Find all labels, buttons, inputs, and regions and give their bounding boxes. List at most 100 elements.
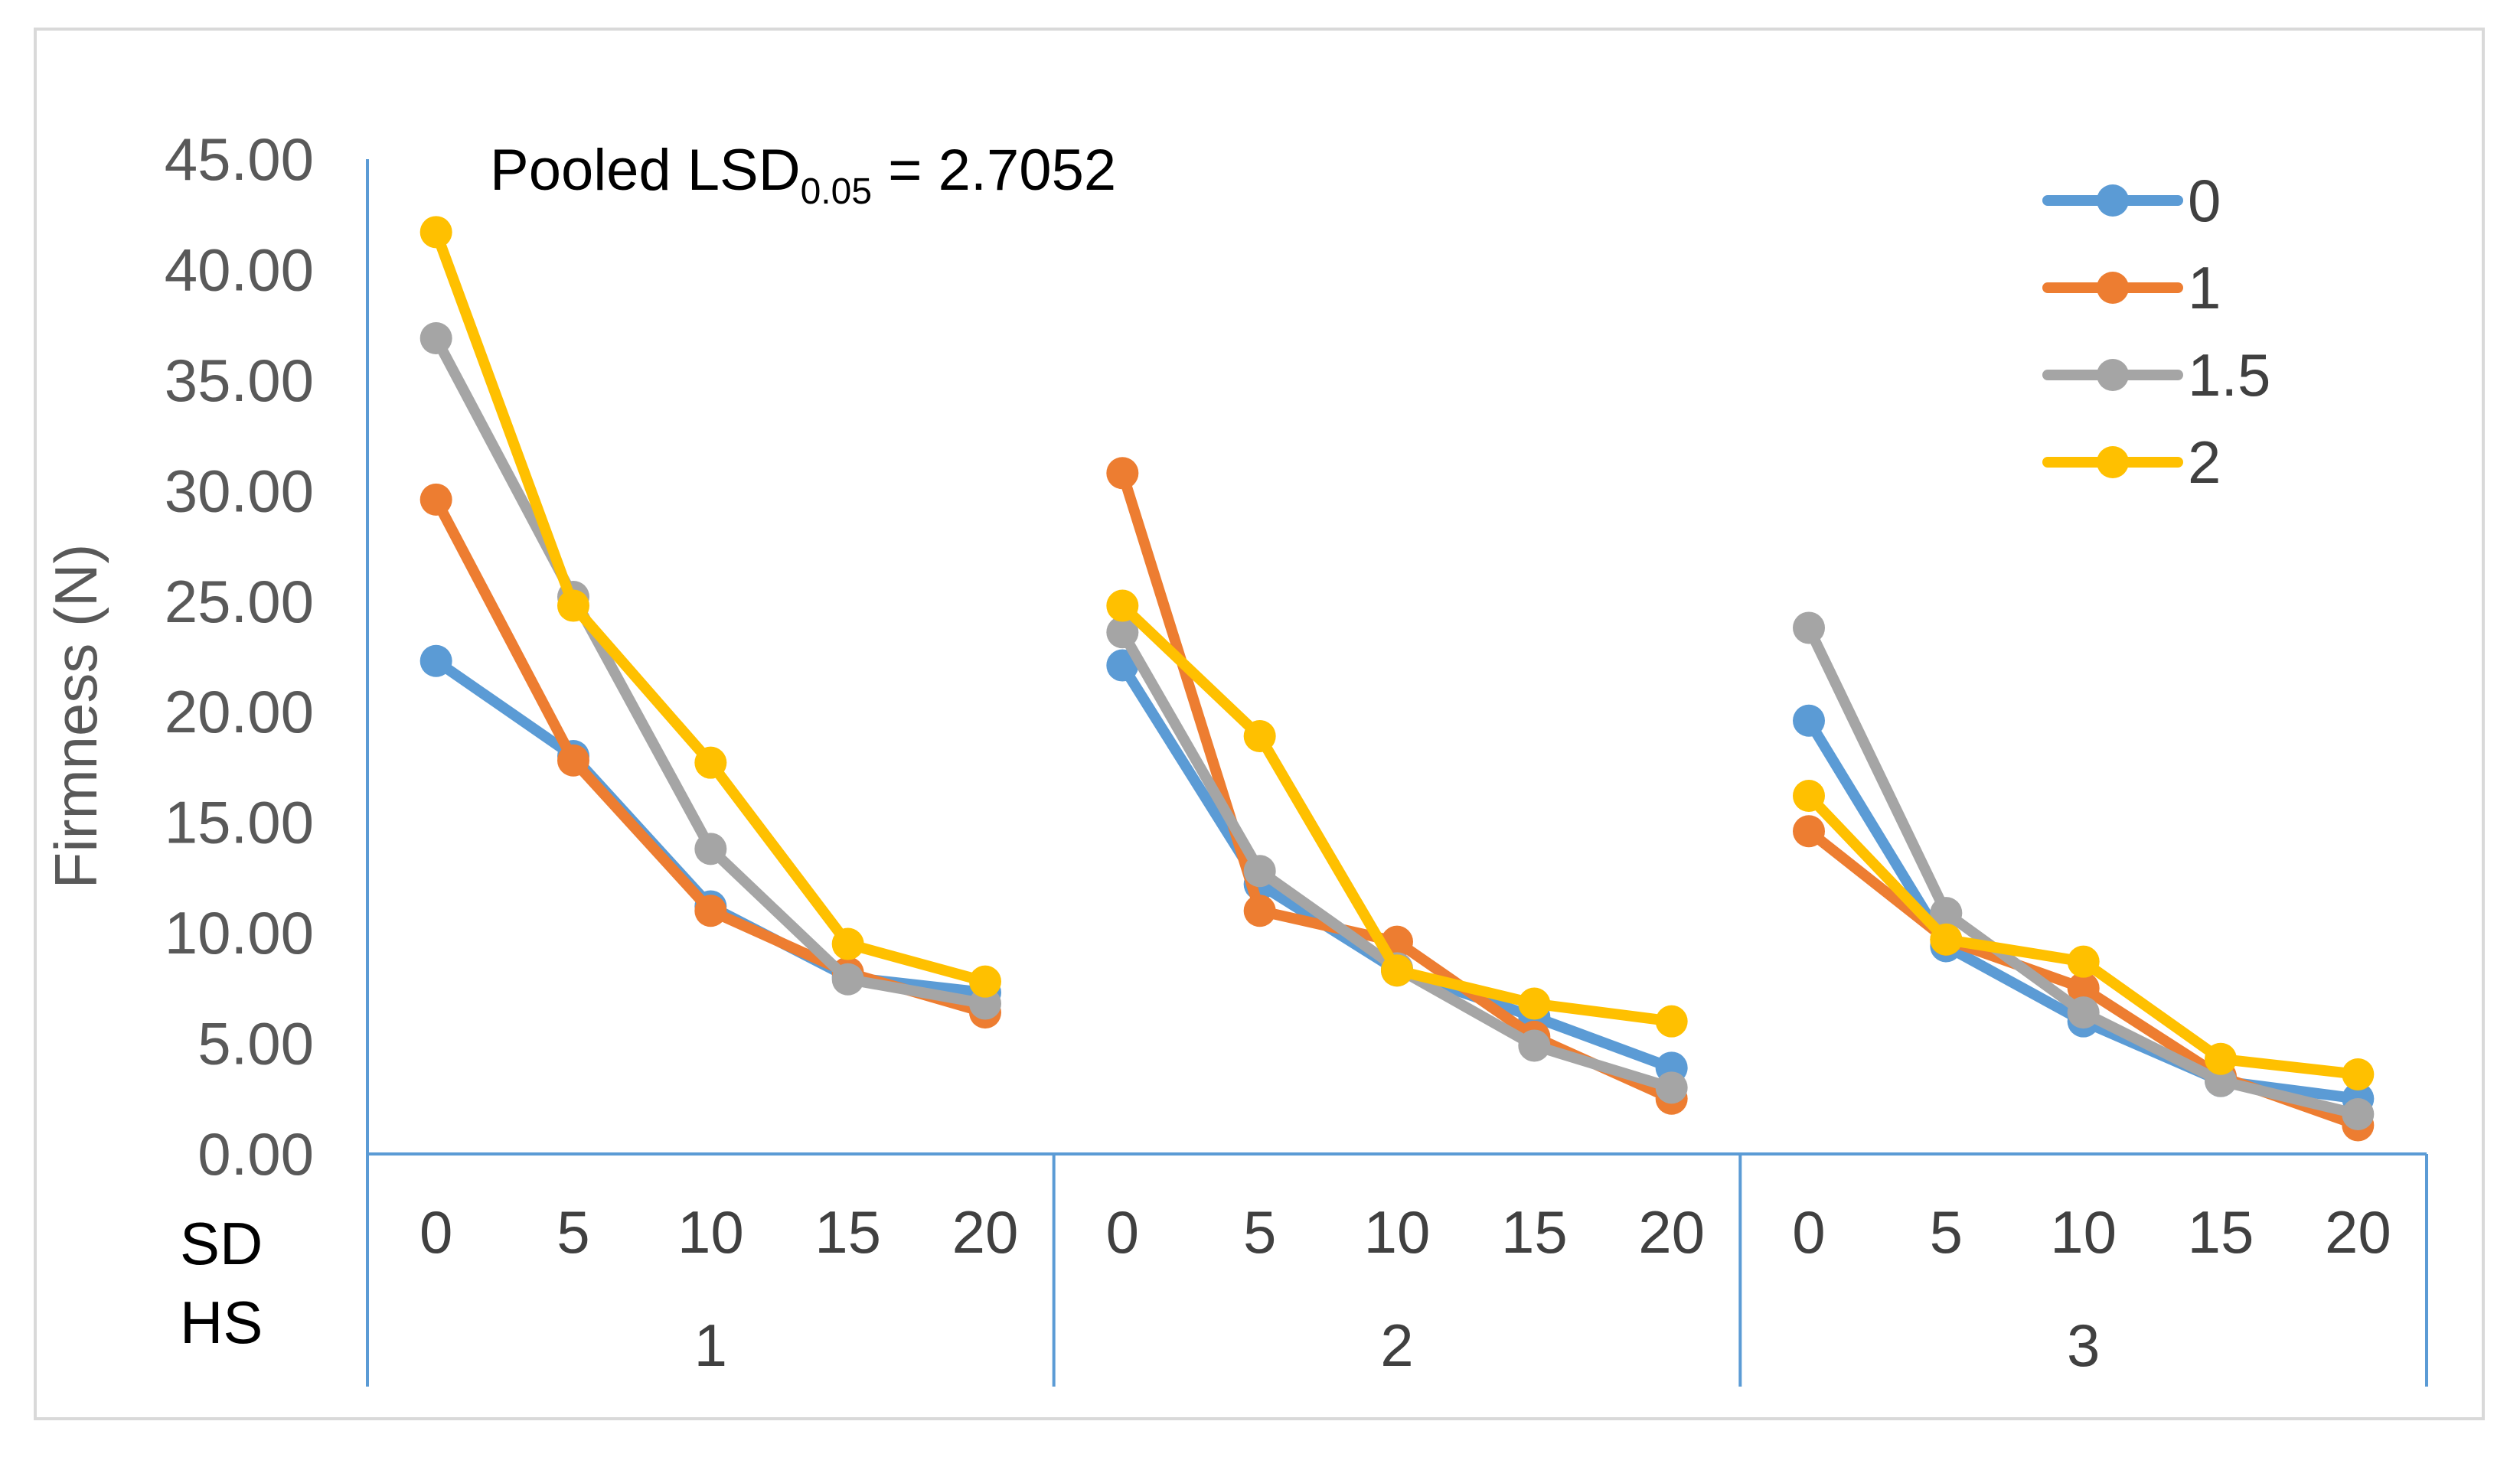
- data-point: [1793, 704, 1825, 737]
- data-point: [969, 987, 1001, 1020]
- data-point: [1243, 720, 1276, 752]
- data-point: [419, 216, 452, 249]
- legend-label: 1.5: [2188, 341, 2270, 409]
- sd-row-label: SD: [180, 1210, 263, 1277]
- y-tick-label: 10.00: [165, 899, 314, 966]
- series-1: [419, 457, 2375, 1142]
- y-axis-label: Firmness (N): [42, 544, 109, 889]
- sd-level-label: 20: [2325, 1198, 2391, 1266]
- data-point: [1518, 987, 1551, 1020]
- y-tick-label: 25.00: [165, 568, 314, 635]
- lsd-annotation-subscript: 0.05: [801, 171, 872, 212]
- sd-level-label: 5: [1243, 1198, 1276, 1266]
- data-point: [2342, 1058, 2375, 1090]
- sd-level-label: 10: [2050, 1198, 2117, 1266]
- data-point: [831, 963, 864, 996]
- data-point: [1930, 923, 1963, 956]
- data-point: [1106, 457, 1139, 490]
- sd-level-label: 15: [1501, 1198, 1568, 1266]
- data-point: [1106, 649, 1139, 682]
- sd-level-label: 10: [677, 1198, 744, 1266]
- data-point: [2067, 996, 2100, 1029]
- series-1-5: [419, 322, 2375, 1130]
- y-tick-label: 40.00: [165, 236, 314, 303]
- data-point: [1655, 1071, 1688, 1104]
- data-point: [1793, 815, 1825, 848]
- sd-level-label: 0: [1106, 1198, 1139, 1266]
- axes: [366, 159, 2428, 1387]
- data-point: [2205, 1042, 2237, 1075]
- sd-level-label: 5: [1930, 1198, 1963, 1266]
- sd-level-label: 5: [557, 1198, 589, 1266]
- lsd-annotation: Pooled LSD0.05 = 2.7052: [490, 138, 1116, 212]
- data-point: [1243, 895, 1276, 927]
- y-tick-label: 5.00: [197, 1010, 314, 1077]
- legend-label: 2: [2188, 429, 2221, 496]
- hs-group-label: 3: [2067, 1312, 2100, 1379]
- data-point: [2205, 1064, 2237, 1097]
- series-line: [1117, 627, 1677, 1094]
- data-point: [694, 746, 727, 779]
- data-point: [1793, 780, 1825, 812]
- legend-item: 2: [2042, 429, 2221, 496]
- y-tick-label: 45.00: [165, 125, 314, 193]
- data-point: [419, 483, 452, 516]
- legend-swatch-marker: [2097, 359, 2129, 391]
- y-tick-label: 20.00: [165, 678, 314, 745]
- data-point: [1381, 954, 1413, 987]
- data-point: [694, 895, 727, 927]
- data-point: [1655, 1005, 1688, 1038]
- sd-level-label: 20: [1638, 1198, 1705, 1266]
- data-point: [2342, 1098, 2375, 1130]
- sd-level-label: 10: [1364, 1198, 1431, 1266]
- legend: 011.52: [2042, 167, 2270, 496]
- legend-swatch-marker: [2097, 272, 2129, 304]
- data-point: [557, 744, 589, 777]
- sd-level-label: 15: [2188, 1198, 2254, 1266]
- data-point: [1243, 855, 1276, 888]
- legend-label: 1: [2188, 254, 2221, 321]
- data-point: [419, 322, 452, 354]
- y-tick-label: 35.00: [165, 347, 314, 414]
- data-point: [2067, 945, 2100, 978]
- legend-item: 1: [2042, 254, 2221, 321]
- sd-level-label: 0: [1792, 1198, 1825, 1266]
- lsd-annotation-value: = 2.7052: [872, 138, 1116, 203]
- data-point: [694, 833, 727, 865]
- legend-swatch-marker: [2097, 446, 2129, 478]
- lsd-annotation-prefix: Pooled LSD: [490, 138, 801, 203]
- legend-swatch-marker: [2097, 184, 2129, 217]
- legend-label: 0: [2188, 167, 2221, 234]
- series-line: [430, 227, 991, 987]
- y-tick-label: 30.00: [165, 457, 314, 524]
- data-point: [969, 965, 1001, 998]
- data-point: [2067, 972, 2100, 1005]
- data-point: [1930, 897, 1963, 930]
- hs-group-label: 1: [694, 1312, 727, 1379]
- sd-level-label: 20: [952, 1198, 1019, 1266]
- series-line: [430, 655, 991, 999]
- y-tick-label: 15.00: [165, 789, 314, 856]
- series-line: [1803, 622, 2364, 1120]
- data-point: [1106, 616, 1139, 649]
- sd-level-label: 15: [814, 1198, 881, 1266]
- hs-group-label: 2: [1380, 1312, 1413, 1379]
- data-point: [1518, 1029, 1551, 1062]
- legend-item: 0: [2042, 167, 2221, 234]
- legend-item: 1.5: [2042, 341, 2270, 409]
- y-tick-labels: 0.00 5.00 10.00 15.00 20.00 25.00 30.00 35.00 40…: [165, 125, 314, 1188]
- data-point: [1106, 589, 1139, 622]
- y-tick-label: 0.00: [197, 1120, 314, 1188]
- series-lines: [419, 216, 2375, 1142]
- sd-level-label: 0: [419, 1198, 452, 1266]
- series-0: [419, 644, 2375, 1115]
- data-point: [419, 644, 452, 677]
- hs-row-label: HS: [180, 1289, 263, 1356]
- series-2: [419, 216, 2375, 1090]
- data-point: [1793, 611, 1825, 644]
- data-point: [831, 927, 864, 960]
- series-line: [1803, 715, 2364, 1104]
- data-point: [557, 589, 589, 622]
